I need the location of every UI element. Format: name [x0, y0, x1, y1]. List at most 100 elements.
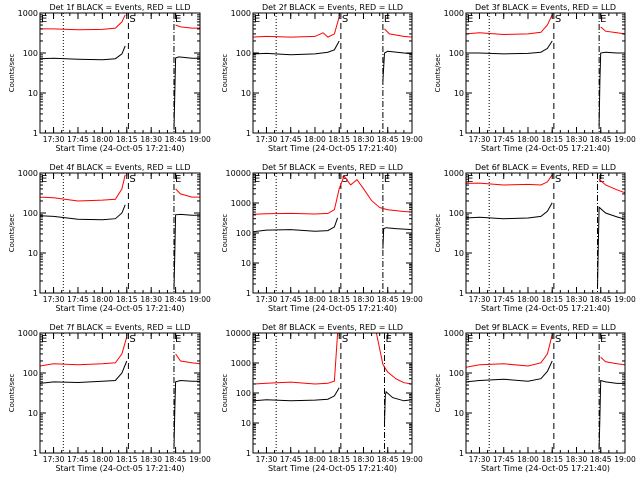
- series-line-events: [598, 51, 625, 127]
- x-tick-label: 17:30: [256, 295, 278, 304]
- marker-label: E: [600, 334, 606, 345]
- y-tick-label: 1: [459, 129, 464, 138]
- y-tick-label: 1: [33, 289, 38, 298]
- x-tick-label: 18:00: [517, 455, 539, 464]
- marker-label: E: [254, 334, 260, 345]
- y-tick-label: 10000: [226, 169, 251, 178]
- x-tick-label: 18:15: [328, 135, 350, 144]
- x-tick-label: 19:00: [614, 135, 636, 144]
- marker-label: E: [467, 14, 473, 25]
- y-tick-label: 1000: [444, 329, 464, 338]
- y-tick-label: 1000: [231, 199, 251, 208]
- series-line-lld: [175, 353, 200, 365]
- x-tick-label: 19:00: [189, 455, 211, 464]
- x-tick-label: 18:45: [165, 455, 187, 464]
- x-axis-label: Start Time (24-Oct-05 17:21:40): [268, 464, 397, 473]
- series-line-lld: [466, 14, 553, 36]
- x-tick-label: 18:15: [541, 135, 563, 144]
- series-line-events: [253, 40, 340, 56]
- y-tick-label: 1000: [231, 359, 251, 368]
- marker-label: E: [384, 14, 390, 25]
- x-tick-label: 17:45: [67, 295, 89, 304]
- x-tick-label: 18:30: [140, 295, 162, 304]
- y-tick-label: 1: [246, 289, 251, 298]
- x-axis-label: Start Time (24-Oct-05 17:21:40): [481, 304, 610, 313]
- x-tick-label: 18:00: [92, 455, 114, 464]
- x-tick-label: 18:15: [116, 295, 138, 304]
- y-tick-label: 1: [246, 129, 251, 138]
- series-group: [40, 336, 200, 449]
- x-tick-label: 19:00: [401, 295, 423, 304]
- series-line-lld: [600, 26, 625, 35]
- x-tick-label: 18:15: [328, 455, 350, 464]
- panel-title: Det 8f BLACK = Events, RED = LLD: [262, 323, 403, 332]
- y-axis-label: Counts/sec: [8, 54, 16, 93]
- series-line-events: [597, 206, 625, 289]
- x-tick-label: 18:30: [140, 455, 162, 464]
- x-tick-label: 17:45: [493, 295, 515, 304]
- x-tick-label: 19:00: [401, 135, 423, 144]
- series-line-events: [173, 56, 200, 130]
- y-tick-label: 100: [23, 49, 38, 58]
- y-tick-label: 100: [449, 209, 464, 218]
- x-tick-label: 18:15: [328, 295, 350, 304]
- x-axis-label: Start Time (24-Oct-05 17:21:40): [55, 304, 184, 313]
- marker-label: S: [129, 174, 135, 185]
- y-tick-label: 100: [236, 49, 251, 58]
- x-tick-label: 18:45: [165, 295, 187, 304]
- y-tick-label: 100: [236, 229, 251, 238]
- series-group: [466, 334, 625, 450]
- series-line-lld: [600, 356, 625, 366]
- series-line-lld: [598, 178, 625, 194]
- series-line-events: [598, 379, 625, 450]
- x-axis-label: Start Time (24-Oct-05 17:21:40): [55, 144, 184, 153]
- x-tick-label: 18:00: [517, 295, 539, 304]
- marker-label: E: [600, 14, 606, 25]
- marker-label: E: [41, 334, 47, 345]
- series-line-events: [173, 213, 200, 290]
- x-tick-label: 18:45: [590, 135, 612, 144]
- y-tick-label: 1: [246, 449, 251, 458]
- y-tick-label: 1: [459, 289, 464, 298]
- y-tick-label: 10000: [226, 329, 251, 338]
- x-tick-label: 18:30: [566, 295, 588, 304]
- series-line-events: [40, 204, 126, 221]
- panel-title: Det 4f BLACK = Events, RED = LLD: [49, 163, 190, 172]
- series-group: [466, 174, 625, 289]
- series-line-events: [40, 45, 126, 61]
- x-tick-label: 18:30: [566, 135, 588, 144]
- series-line-lld: [175, 24, 200, 29]
- x-tick-label: 19:00: [189, 295, 211, 304]
- x-tick-label: 17:30: [43, 455, 65, 464]
- marker-label: S: [129, 14, 135, 25]
- series-group: [40, 174, 200, 290]
- marker-label: S: [555, 14, 561, 25]
- series-line-lld: [253, 174, 412, 215]
- plot-frame: [39, 332, 201, 454]
- y-tick-label: 10: [28, 89, 38, 98]
- series-line-events: [466, 40, 553, 55]
- y-tick-label: 10: [454, 409, 464, 418]
- series-line-lld: [466, 174, 553, 186]
- series-line-events: [173, 379, 200, 449]
- x-axis-label: Start Time (24-Oct-05 17:21:40): [55, 464, 184, 473]
- marker-label: S: [342, 174, 348, 185]
- x-tick-label: 18:45: [590, 455, 612, 464]
- series-group: [466, 14, 625, 127]
- x-tick-label: 18:45: [377, 455, 399, 464]
- y-tick-label: 10: [454, 89, 464, 98]
- panel-title: Det 9f BLACK = Events, RED = LLD: [475, 323, 616, 332]
- y-tick-label: 1000: [18, 329, 38, 338]
- x-tick-label: 18:45: [590, 295, 612, 304]
- x-tick-label: 17:45: [67, 455, 89, 464]
- y-tick-label: 1000: [18, 9, 38, 18]
- series-line-lld: [253, 333, 339, 385]
- series-line-events: [384, 390, 412, 424]
- y-tick-label: 1000: [18, 169, 38, 178]
- x-tick-label: 19:00: [614, 295, 636, 304]
- y-tick-label: 1000: [444, 9, 464, 18]
- panel-title: Det 5f BLACK = Events, RED = LLD: [262, 163, 403, 172]
